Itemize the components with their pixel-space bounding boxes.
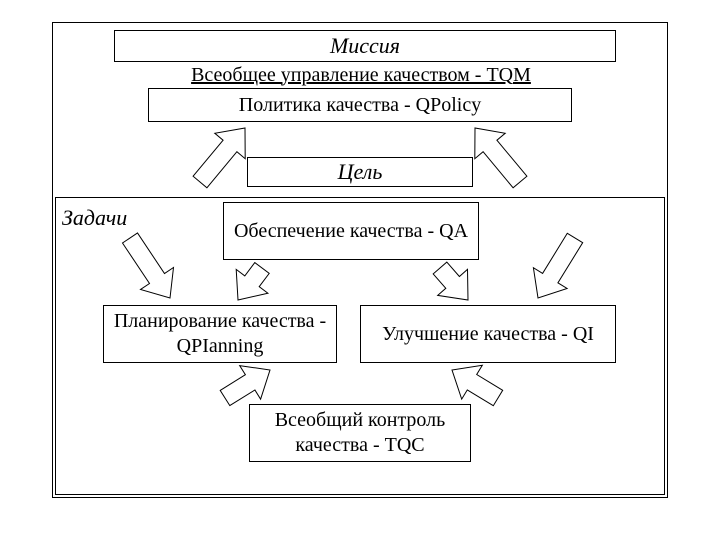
node-goal-label: Цель xyxy=(338,158,383,186)
node-mission-label: Миссия xyxy=(330,32,400,60)
node-tasks: Задачи xyxy=(62,204,182,232)
node-qplanning-label: Планирование качества - QPIanning xyxy=(104,309,336,359)
arrow-qa-to-qi xyxy=(433,262,468,300)
arrow-qp-to-tqc xyxy=(220,366,270,406)
node-tqc-label: Всеобщий контроль качества - TQC xyxy=(250,408,470,458)
arrow-qi-right-in xyxy=(533,233,582,298)
arrow-qi-to-tqc xyxy=(452,365,503,405)
node-qi: Улучшение качества - QI xyxy=(360,305,616,363)
node-goal: Цель xyxy=(247,157,473,187)
node-qpolicy: Политика качества - QPolicy xyxy=(148,88,572,122)
node-tasks-label: Задачи xyxy=(62,205,127,231)
node-qa: Обеспечение качества - QA xyxy=(223,202,479,260)
node-qa-label: Обеспечение качества - QA xyxy=(234,219,468,244)
arrow-goal-up-right xyxy=(475,128,527,188)
arrow-goal-up-left xyxy=(193,128,245,188)
node-qplanning: Планирование качества - QPIanning xyxy=(103,305,337,363)
node-qpolicy-label: Политика качества - QPolicy xyxy=(239,93,481,118)
node-qi-label: Улучшение качества - QI xyxy=(382,322,594,347)
node-tqm-label: Всеобщее управление качеством - TQM xyxy=(191,64,531,87)
node-tqc: Всеобщий контроль качества - TQC xyxy=(249,404,471,462)
node-mission: Миссия xyxy=(114,30,616,62)
arrow-qa-to-qp xyxy=(236,263,269,300)
arrow-tasks-to-qp xyxy=(123,233,174,298)
node-tqm: Всеобщее управление качеством - TQM xyxy=(145,62,577,88)
